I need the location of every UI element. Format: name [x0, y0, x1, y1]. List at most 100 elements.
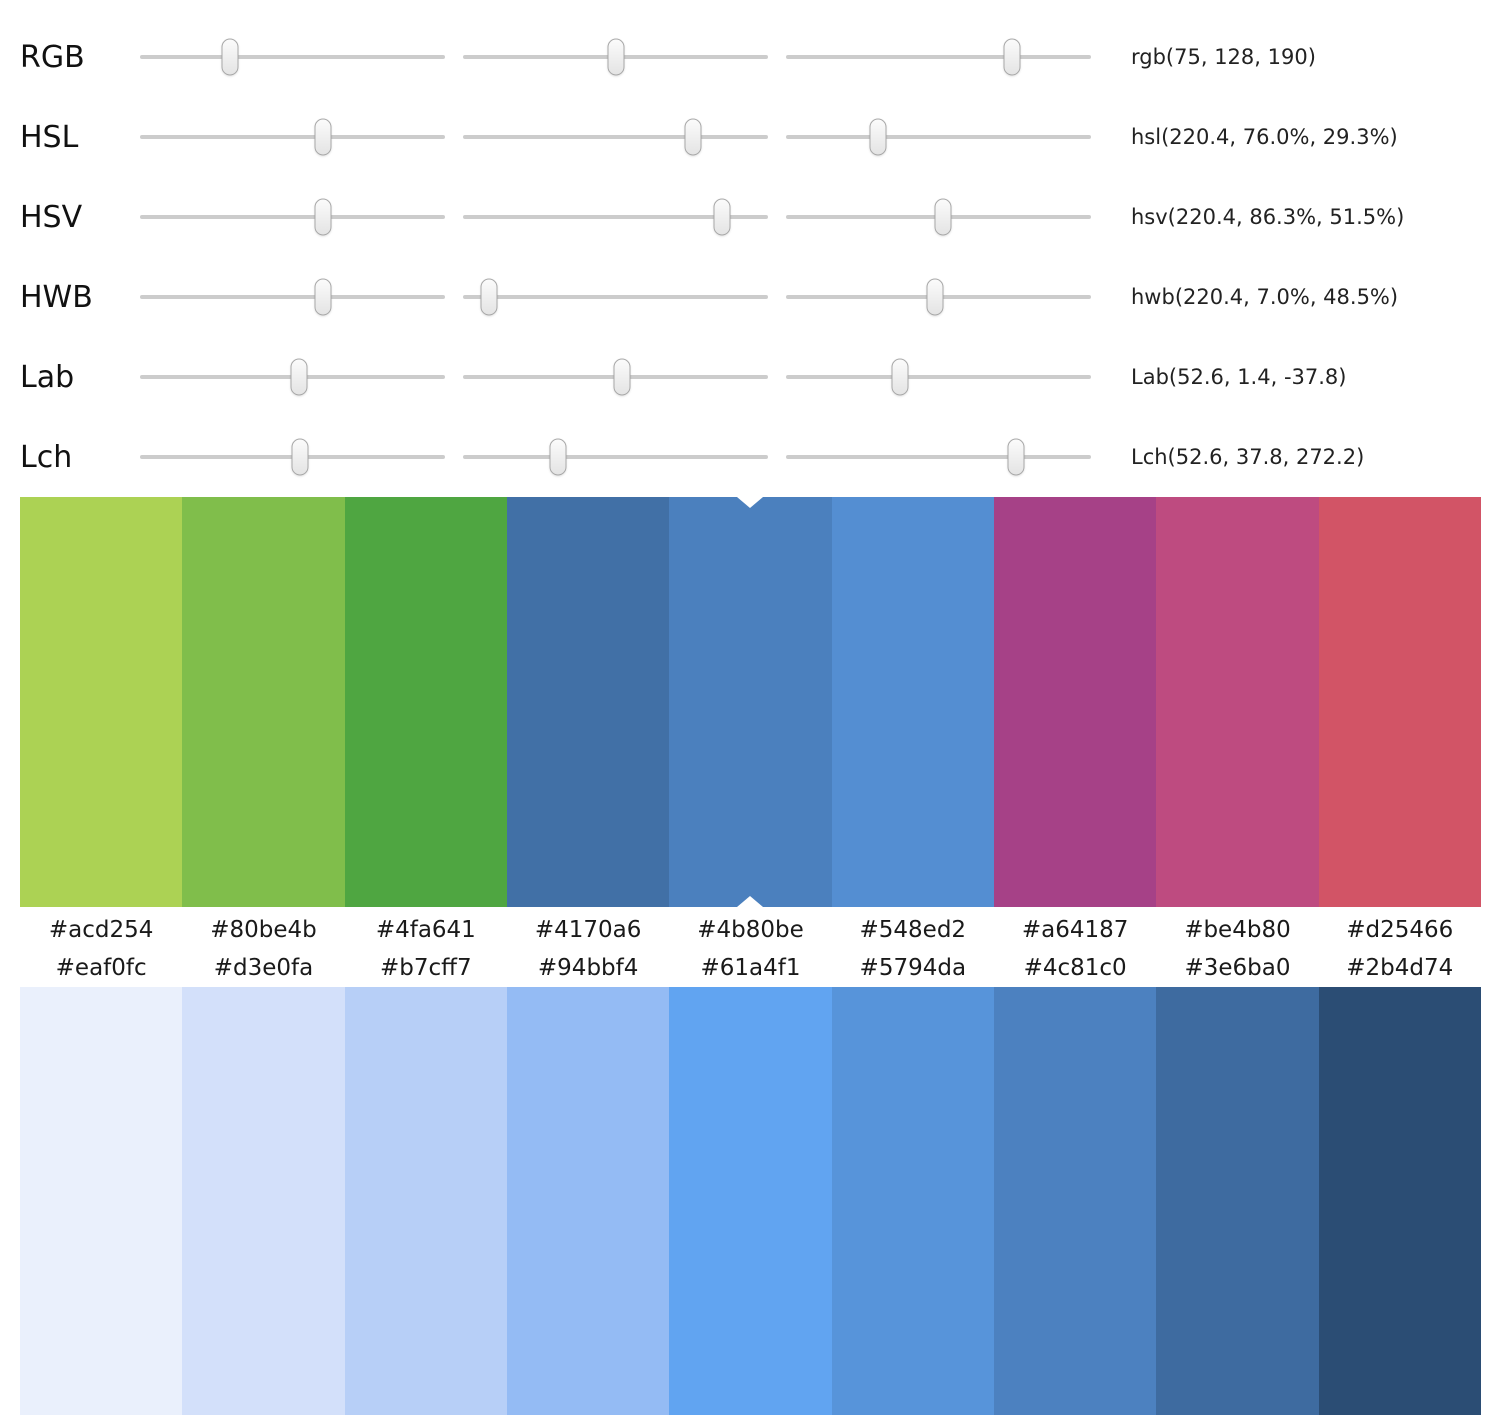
- palette-swatch[interactable]: [1318, 987, 1481, 1415]
- slider-thumb[interactable]: [480, 278, 498, 316]
- hsv-slider-v[interactable]: [786, 195, 1091, 239]
- palette-swatch[interactable]: [993, 987, 1157, 1415]
- hex-label: #61a4f1: [700, 954, 801, 981]
- slider-track[interactable]: [786, 135, 1091, 139]
- hex-label: #80be4b: [210, 916, 317, 943]
- palette-swatch[interactable]: [20, 987, 183, 1415]
- hex-label: #a64187: [1021, 916, 1129, 943]
- palette-swatch[interactable]: [506, 497, 670, 907]
- palette-swatch[interactable]: [344, 497, 507, 907]
- hwb-slider-w[interactable]: [463, 275, 768, 319]
- slider-track[interactable]: [463, 295, 768, 299]
- palette-swatch[interactable]: [344, 987, 507, 1415]
- slider-track[interactable]: [463, 455, 768, 459]
- hex-label: #2b4d74: [1346, 954, 1454, 981]
- slider-thumb[interactable]: [291, 438, 309, 476]
- slider-thumb[interactable]: [607, 38, 624, 76]
- hwb-slider-h[interactable]: [140, 275, 445, 319]
- slider-track[interactable]: [786, 455, 1091, 459]
- color-sliders-panel: RGB rgb(75, 128, 190) HSL hsl(220.4,: [0, 0, 1501, 497]
- hsl-slider-l[interactable]: [786, 115, 1091, 159]
- rgb-slider-r[interactable]: [140, 35, 445, 79]
- lch-slider-c[interactable]: [463, 435, 768, 479]
- slider-row-hsv: HSV hsv(220.4, 86.3%, 51.5%): [20, 177, 1501, 257]
- slider-thumb[interactable]: [1003, 38, 1021, 76]
- lab-slider-l[interactable]: [140, 355, 445, 399]
- slider-thumb[interactable]: [613, 358, 631, 396]
- rgb-slider-b[interactable]: [786, 35, 1091, 79]
- lab-slider-b[interactable]: [786, 355, 1091, 399]
- hsv-slider-s[interactable]: [463, 195, 768, 239]
- hex-label-selected: #4b80be: [697, 916, 804, 943]
- palette-swatch-selected[interactable]: [669, 497, 832, 907]
- hex-label: #548ed2: [859, 916, 967, 943]
- slider-track[interactable]: [140, 295, 445, 299]
- slider-thumb[interactable]: [549, 438, 567, 476]
- hex-label: #be4b80: [1184, 916, 1291, 943]
- slider-thumb[interactable]: [713, 198, 731, 236]
- slider-row-lch: Lch Lch(52.6, 37.8, 272.2): [20, 417, 1501, 497]
- hex-label: #4fa641: [375, 916, 476, 943]
- hex-label: #4c81c0: [1023, 954, 1127, 981]
- slider-thumb[interactable]: [314, 198, 332, 236]
- slider-row-lab: Lab Lab(52.6, 1.4, -37.8): [20, 337, 1501, 417]
- hsv-value-text: hsv(220.4, 86.3%, 51.5%): [1131, 205, 1405, 229]
- palette-swatch[interactable]: [20, 497, 183, 907]
- hex-label: #94bbf4: [537, 954, 639, 981]
- colorspace-label-lab: Lab: [20, 359, 75, 395]
- hue-palette-hex-labels: #acd254 #80be4b #4fa641 #4170a6 #4b80be …: [20, 907, 1481, 952]
- slider-thumb[interactable]: [934, 198, 952, 236]
- palette-swatch[interactable]: [182, 987, 345, 1415]
- slider-thumb[interactable]: [314, 278, 332, 316]
- slider-thumb[interactable]: [290, 358, 308, 396]
- palette-swatch[interactable]: [669, 987, 832, 1415]
- hex-label: #acd254: [48, 916, 154, 943]
- palette-swatch[interactable]: [1156, 987, 1319, 1415]
- palette-swatch[interactable]: [1318, 497, 1481, 907]
- hex-label: #3e6ba0: [1184, 954, 1291, 981]
- slider-thumb[interactable]: [891, 358, 909, 396]
- palette-swatch[interactable]: [993, 497, 1157, 907]
- palette-swatch[interactable]: [831, 987, 994, 1415]
- palette-swatch[interactable]: [1156, 497, 1319, 907]
- slider-track[interactable]: [463, 215, 768, 219]
- lch-slider-l[interactable]: [140, 435, 445, 479]
- slider-thumb[interactable]: [869, 118, 886, 156]
- hsl-slider-s[interactable]: [463, 115, 768, 159]
- slider-row-rgb: RGB rgb(75, 128, 190): [20, 17, 1501, 97]
- slider-thumb[interactable]: [1007, 438, 1025, 476]
- slider-row-hsl: HSL hsl(220.4, 76.0%, 29.3%): [20, 97, 1501, 177]
- slider-track[interactable]: [140, 55, 445, 59]
- slider-track[interactable]: [786, 55, 1091, 59]
- hex-label: #eaf0fc: [55, 954, 147, 981]
- slider-thumb[interactable]: [314, 118, 332, 156]
- hwb-value-text: hwb(220.4, 7.0%, 48.5%): [1131, 285, 1399, 309]
- hex-label: #4170a6: [534, 916, 642, 943]
- rgb-slider-g[interactable]: [463, 35, 768, 79]
- colorspace-label-hsv: HSV: [20, 199, 83, 235]
- lch-slider-h[interactable]: [786, 435, 1091, 479]
- hsl-slider-h[interactable]: [140, 115, 445, 159]
- slider-track[interactable]: [463, 135, 768, 139]
- lab-value-text: Lab(52.6, 1.4, -37.8): [1131, 365, 1347, 389]
- colorspace-label-lch: Lch: [20, 439, 73, 475]
- hex-label: #d25466: [1346, 916, 1454, 943]
- shade-palette: [20, 987, 1481, 1415]
- hwb-slider-b[interactable]: [786, 275, 1091, 319]
- colorspace-label-hwb: HWB: [20, 279, 93, 315]
- hsv-slider-h[interactable]: [140, 195, 445, 239]
- slider-track[interactable]: [140, 135, 445, 139]
- slider-track[interactable]: [786, 375, 1091, 379]
- slider-thumb[interactable]: [926, 278, 944, 316]
- hue-palette: [20, 497, 1481, 907]
- hex-label: #b7cff7: [380, 954, 472, 981]
- hex-label: #d3e0fa: [213, 954, 314, 981]
- lch-value-text: Lch(52.6, 37.8, 272.2): [1131, 445, 1365, 469]
- palette-swatch[interactable]: [506, 987, 670, 1415]
- slider-track[interactable]: [140, 215, 445, 219]
- slider-thumb[interactable]: [221, 38, 239, 76]
- slider-thumb[interactable]: [684, 118, 702, 156]
- palette-swatch[interactable]: [831, 497, 994, 907]
- lab-slider-a[interactable]: [463, 355, 768, 399]
- palette-swatch[interactable]: [182, 497, 345, 907]
